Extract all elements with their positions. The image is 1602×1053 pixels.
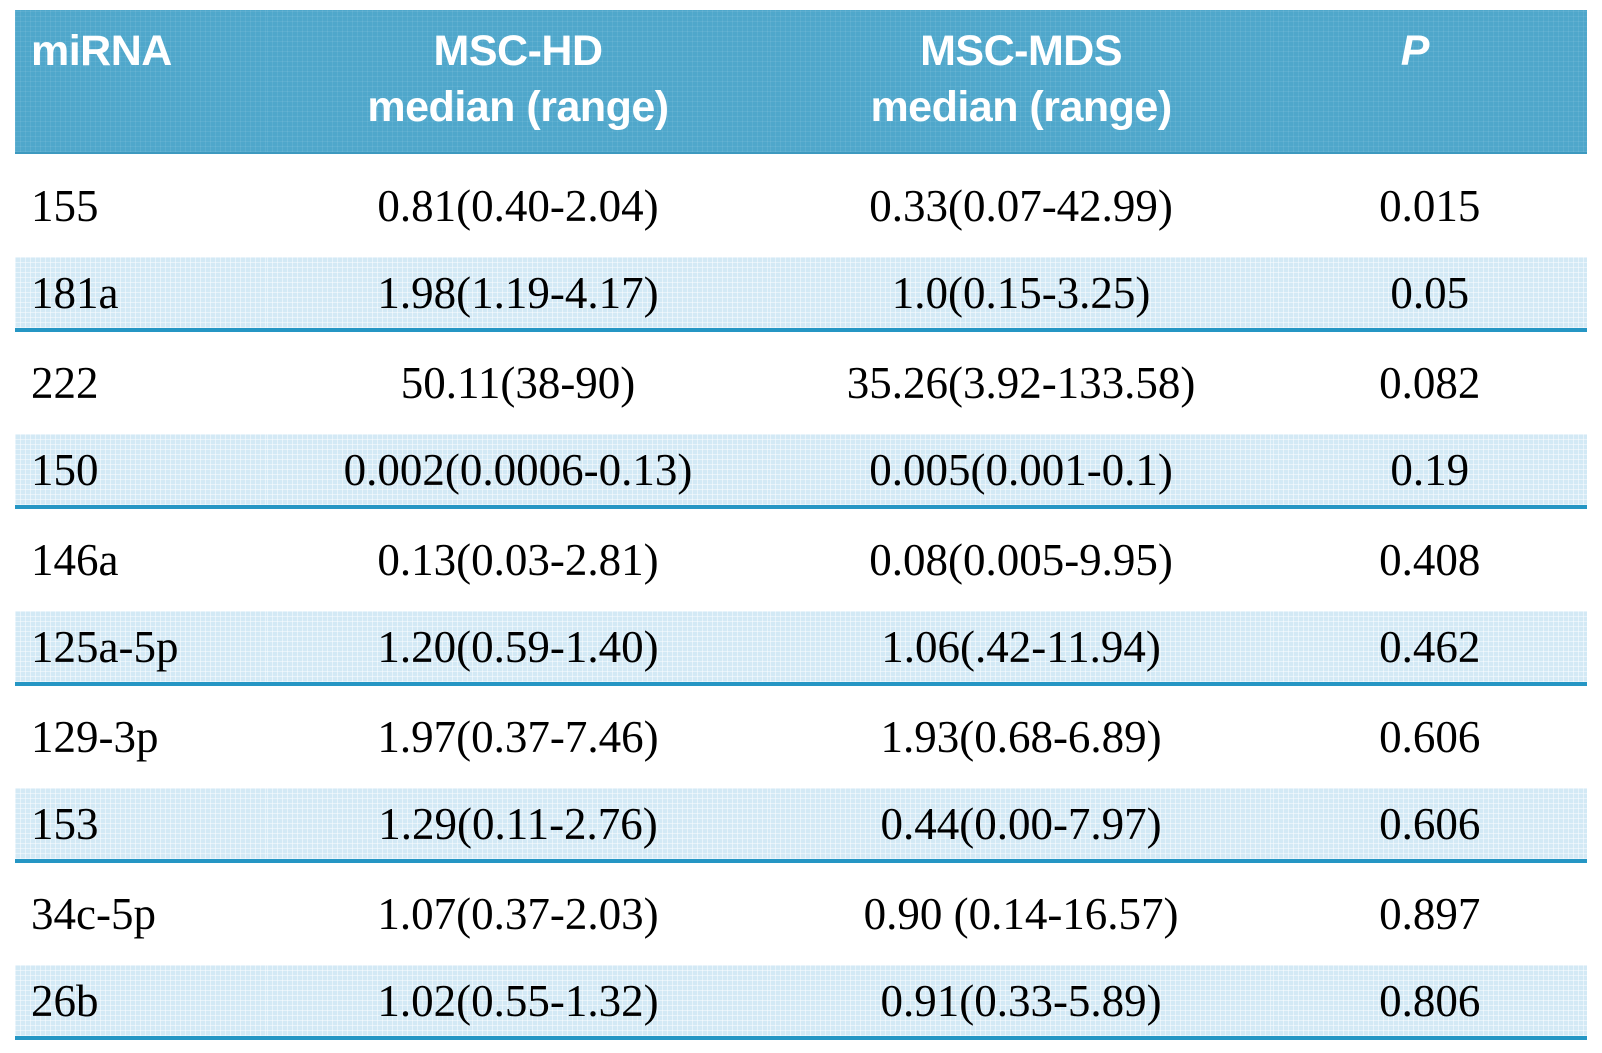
cell-mirna: 222 [31,358,99,408]
cell-msc-mds-median-range: 0.90 (0.14-16.57) [863,889,1179,939]
cell-msc-mds-median-range: 1.0(0.15-3.25) [769,257,1273,332]
cell-mirna: 146a [31,535,119,585]
cell-p-value: 0.806 [1272,965,1587,1040]
cell-msc-hd-median-range: 50.11(38-90) [400,358,636,408]
cell-msc-hd-median-range: 0.81(0.40-2.04) [377,180,659,231]
header-cell-p-value: P [1272,10,1587,154]
cell-mirna: 26b [15,965,267,1040]
cell-msc-mds-median-range: 0.33(0.07-42.99) [869,180,1173,231]
cell-p-value: 0.19 [1272,434,1587,509]
cell-msc-hd-median-range: 1.07(0.37-2.03) [377,889,659,939]
header-cell-mirna: miRNA [15,10,267,154]
cell-p-value: 0.462 [1272,611,1587,686]
cell-msc-hd-median-range: 1.29(0.11-2.76) [266,788,770,863]
cell-mirna: 125a-5p [15,611,267,686]
cell-mirna: 129-3p [31,712,159,762]
cell-mirna: 181a [15,257,267,332]
header-title: MSC-MDS [920,27,1123,75]
cell-msc-mds-median-range: 35.26(3.92-133.58) [846,358,1196,408]
cell-p-value: 0.015 [1379,180,1481,231]
header-subtitle: median (range) [870,82,1172,131]
cell-p-value: 0.05 [1272,257,1587,332]
header-title: miRNA [31,27,172,75]
header-title: P [1400,27,1430,75]
cell-msc-mds-median-range: 1.06(.42-11.94) [769,611,1273,686]
table-row: 222 50.11(38-90) 35.26(3.92-133.58) 0.08… [15,330,1587,434]
cell-p-value: 0.606 [1272,788,1587,863]
table-body: 155 0.81(0.40-2.04) 0.33(0.07-42.99) 0.0… [15,153,1587,1040]
table-row: 125a-5p 1.20(0.59-1.40) 1.06(.42-11.94) … [15,611,1587,686]
cell-mirna: 150 [15,434,267,509]
header-cell-msc-mds: MSC-MDS median (range) [769,10,1273,154]
cell-msc-mds-median-range: 1.93(0.68-6.89) [880,712,1162,762]
table-row: 181a 1.98(1.19-4.17) 1.0(0.15-3.25) 0.05 [15,257,1587,332]
header-title: MSC-HD [433,27,603,75]
cell-msc-hd-median-range: 1.98(1.19-4.17) [266,257,770,332]
cell-p-value: 0.408 [1379,535,1481,585]
cell-mirna: 34c-5p [31,889,156,939]
table-row: 129-3p 1.97(0.37-7.46) 1.93(0.68-6.89) 0… [15,684,1587,788]
table-figure: miRNA MSC-HD median (range) MSC-MDS medi… [15,10,1587,1040]
cell-msc-mds-median-range: 0.44(0.00-7.97) [769,788,1273,863]
cell-msc-hd-median-range: 1.02(0.55-1.32) [266,965,770,1040]
cell-msc-hd-median-range: 0.13(0.03-2.81) [377,535,659,585]
cell-mirna: 155 [31,180,99,231]
table-row: 153 1.29(0.11-2.76) 0.44(0.00-7.97) 0.60… [15,788,1587,863]
cell-mirna: 153 [15,788,267,863]
cell-msc-hd-median-range: 1.20(0.59-1.40) [266,611,770,686]
cell-msc-mds-median-range: 0.08(0.005-9.95) [869,535,1173,585]
mirna-comparison-table: miRNA MSC-HD median (range) MSC-MDS medi… [15,10,1587,1040]
cell-msc-mds-median-range: 0.005(0.001-0.1) [769,434,1273,509]
header-row: miRNA MSC-HD median (range) MSC-MDS medi… [15,10,1587,154]
table-row: 150 0.002(0.0006-0.13) 0.005(0.001-0.1) … [15,434,1587,509]
header-cell-msc-hd: MSC-HD median (range) [266,10,770,154]
table-row: 155 0.81(0.40-2.04) 0.33(0.07-42.99) 0.0… [15,153,1587,257]
cell-p-value: 0.897 [1379,889,1481,939]
cell-p-value: 0.606 [1379,712,1481,762]
header-subtitle: median (range) [367,82,669,131]
cell-msc-hd-median-range: 1.97(0.37-7.46) [377,712,659,762]
table-row: 26b 1.02(0.55-1.32) 0.91(0.33-5.89) 0.80… [15,965,1587,1040]
cell-p-value: 0.082 [1379,358,1481,408]
cell-msc-hd-median-range: 0.002(0.0006-0.13) [266,434,770,509]
table-row: 146a 0.13(0.03-2.81) 0.08(0.005-9.95) 0.… [15,507,1587,611]
table-row: 34c-5p 1.07(0.37-2.03) 0.90 (0.14-16.57)… [15,861,1587,965]
cell-msc-mds-median-range: 0.91(0.33-5.89) [769,965,1273,1040]
